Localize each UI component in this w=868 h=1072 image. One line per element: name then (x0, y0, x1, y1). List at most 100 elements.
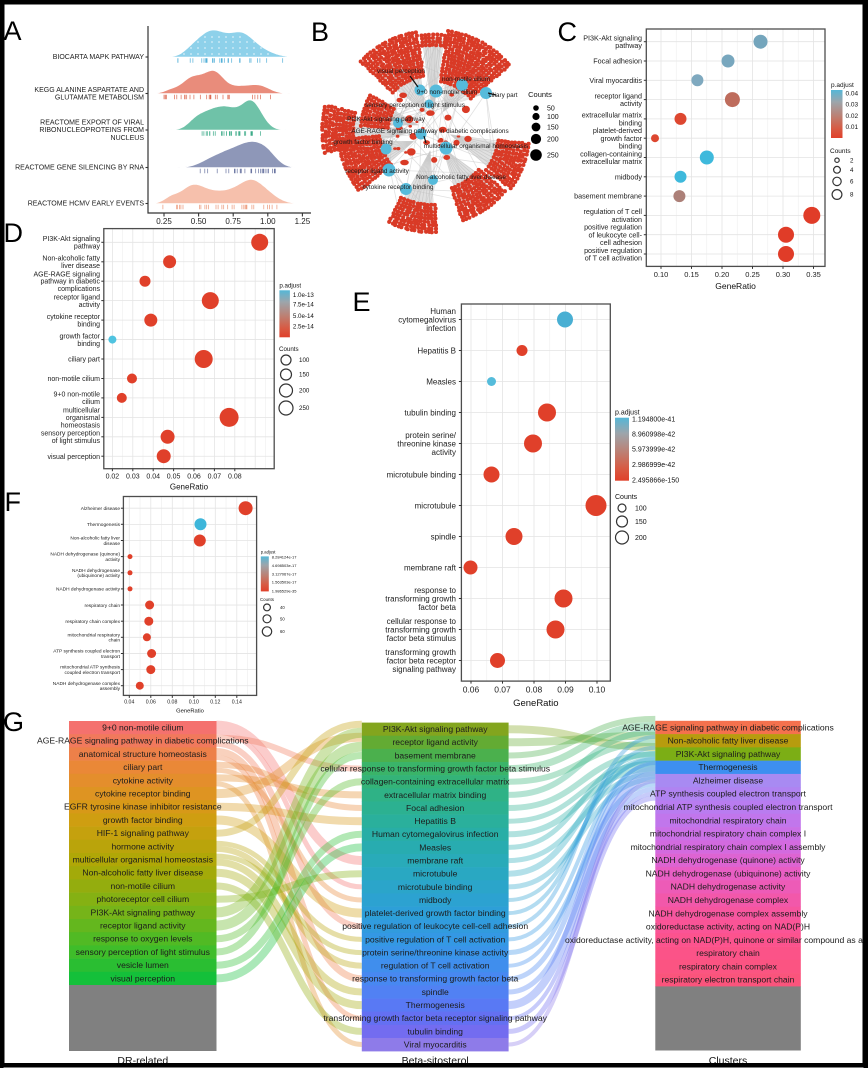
svg-text:0.07: 0.07 (494, 685, 511, 695)
svg-text:Alzheimer disease: Alzheimer disease (81, 506, 121, 512)
svg-text:NADH dehydrogenase complex: NADH dehydrogenase complex (668, 895, 789, 905)
svg-text:pathway: pathway (74, 244, 101, 251)
svg-text:PI3K-Akt signaling pathway: PI3K-Akt signaling pathway (90, 907, 195, 917)
svg-text:mitochondrial ATP synthesis co: mitochondrial ATP synthesis coupled elec… (624, 802, 834, 812)
svg-text:0.14: 0.14 (232, 700, 242, 706)
svg-text:receptor ligand activity: receptor ligand activity (345, 168, 409, 175)
svg-text:40: 40 (280, 605, 285, 610)
svg-text:100: 100 (547, 114, 559, 121)
svg-text:GeneRatio: GeneRatio (513, 698, 558, 709)
svg-text:multicellular organismal homeo: multicellular organismal homeostasis (73, 855, 213, 865)
svg-text:0.03: 0.03 (126, 474, 140, 481)
svg-text:50: 50 (280, 616, 285, 621)
svg-text:0.06: 0.06 (187, 474, 201, 481)
svg-text:NADH dehydrogenase (ubiquinone: NADH dehydrogenase (ubiquinone) activity (646, 868, 812, 878)
svg-text:non-motile cilium: non-motile cilium (111, 881, 175, 891)
svg-text:organismal: organismal (66, 415, 101, 422)
svg-text:0.06: 0.06 (146, 700, 156, 706)
svg-text:visual perception: visual perception (47, 454, 100, 461)
svg-text:photoreceptor cell cilium: photoreceptor cell cilium (96, 894, 189, 904)
svg-text:mitochondrial respiratory chai: mitochondrial respiratory chain (669, 815, 786, 825)
svg-text:of T cell activation: of T cell activation (585, 253, 642, 262)
svg-text:5.0e-14: 5.0e-14 (293, 313, 315, 320)
svg-text:mitochondrial respiratory chai: mitochondrial respiratory chain complex … (650, 829, 806, 839)
svg-text:50: 50 (547, 105, 555, 112)
svg-text:100: 100 (299, 357, 310, 364)
svg-text:Measles: Measles (426, 377, 456, 386)
svg-text:NADH dehydrogenase complex: NADH dehydrogenase complex (53, 681, 121, 687)
svg-text:cellular response to transform: cellular response to transforming growth… (320, 764, 550, 774)
svg-text:cytokine receptor: cytokine receptor (47, 314, 101, 321)
svg-text:0.02: 0.02 (106, 474, 120, 481)
svg-text:growth factor binding: growth factor binding (103, 815, 183, 825)
svg-text:ATP synthesis coupled electron: ATP synthesis coupled electron transport (650, 789, 806, 799)
svg-text:spindle: spindle (422, 987, 449, 997)
svg-text:regulation of T cell activatio: regulation of T cell activation (381, 961, 490, 971)
svg-text:REACTOME HCMV EARLY EVENTS: REACTOME HCMV EARLY EVENTS (28, 201, 145, 208)
svg-text:respiratory chain: respiratory chain (85, 603, 121, 609)
svg-text:cytokine activity: cytokine activity (113, 775, 174, 785)
svg-text:PI3K-Akt signaling pathway: PI3K-Akt signaling pathway (347, 116, 426, 123)
svg-text:pathway: pathway (615, 41, 642, 50)
svg-text:ATP synthesis coupled electron: ATP synthesis coupled electron (53, 649, 120, 655)
svg-text:collagen-containing extracellu: collagen-containing extracellular matrix (361, 777, 510, 787)
svg-text:transport: transport (101, 654, 121, 660)
svg-text:binding: binding (619, 141, 642, 150)
svg-text:Non-alcoholic fatty liver dise: Non-alcoholic fatty liver disease (416, 174, 506, 181)
svg-text:RIBONUCLEOPROTEINS FROM: RIBONUCLEOPROTEINS FROM (39, 127, 144, 134)
svg-text:protein serine/: protein serine/ (405, 431, 456, 440)
svg-text:tubulin binding: tubulin binding (407, 1026, 463, 1036)
svg-text:response to oxygen levels: response to oxygen levels (93, 934, 192, 944)
svg-text:0.04: 0.04 (124, 700, 134, 706)
svg-text:cytokine receptor binding: cytokine receptor binding (95, 789, 191, 799)
svg-text:membrane raft: membrane raft (407, 856, 463, 866)
svg-text:Counts: Counts (279, 346, 299, 353)
svg-text:non-motile cilium: non-motile cilium (47, 376, 100, 383)
svg-text:0.50: 0.50 (191, 217, 207, 226)
svg-text:D: D (4, 218, 24, 248)
svg-text:NUCLEUS: NUCLEUS (111, 135, 145, 142)
svg-text:0.12: 0.12 (210, 700, 220, 706)
svg-text:NADH dehydrogenase activity: NADH dehydrogenase activity (671, 882, 786, 892)
svg-text:(ubiquinone) activity: (ubiquinone) activity (77, 573, 120, 579)
svg-text:C: C (558, 17, 578, 47)
svg-text:7.5e-14: 7.5e-14 (293, 302, 315, 309)
svg-text:homeostasis: homeostasis (61, 422, 101, 429)
svg-text:Thermogenesis: Thermogenesis (87, 522, 121, 528)
svg-text:respiratory electron transport: respiratory electron transport chain (662, 975, 795, 985)
svg-text:microtubule binding: microtubule binding (387, 470, 456, 479)
svg-text:Counts: Counts (830, 148, 851, 155)
svg-text:receptor ligand: receptor ligand (594, 91, 642, 100)
svg-text:AGE-RAGE signaling pathway in: AGE-RAGE signaling pathway in diabetic c… (37, 736, 249, 746)
svg-text:extracellular matrix binding: extracellular matrix binding (384, 790, 486, 800)
svg-text:Focal adhesion: Focal adhesion (593, 57, 642, 66)
svg-text:150: 150 (299, 372, 310, 379)
svg-text:1.25: 1.25 (295, 217, 311, 226)
svg-text:0.75: 0.75 (225, 217, 241, 226)
svg-text:Human cytomegalovirus infectio: Human cytomegalovirus infection (372, 829, 499, 839)
svg-text:response to transforming growt: response to transforming growth factor b… (352, 974, 518, 984)
svg-text:1.00: 1.00 (260, 217, 276, 226)
svg-text:microtubule: microtubule (415, 501, 457, 510)
svg-text:REACTOME GENE SILENCING BY RNA: REACTOME GENE SILENCING BY RNA (15, 165, 144, 172)
svg-text:respiratory chain: respiratory chain (696, 948, 760, 958)
svg-text:microtubule binding: microtubule binding (398, 882, 473, 892)
svg-text:A: A (4, 16, 22, 46)
svg-text:Counts: Counts (260, 597, 275, 602)
svg-text:0.02: 0.02 (846, 113, 859, 120)
svg-text:midbody: midbody (615, 172, 643, 181)
svg-text:BIOCARTA MAPK PATHWAY: BIOCARTA MAPK PATHWAY (53, 54, 145, 61)
svg-text:250: 250 (299, 405, 310, 412)
svg-text:oxidoreductase activity, actin: oxidoreductase activity, acting on NAD(P… (646, 922, 810, 932)
svg-text:5.973999e-42: 5.973999e-42 (632, 447, 675, 454)
svg-text:transforming growth: transforming growth (385, 648, 456, 657)
svg-text:9+0 non-motile cilium: 9+0 non-motile cilium (417, 89, 478, 96)
svg-text:GLUTAMATE METABOLISM: GLUTAMATE METABOLISM (55, 95, 144, 102)
svg-text:Non-alcoholic fatty liver: Non-alcoholic fatty liver (70, 536, 120, 542)
svg-text:AGE-RAGE signaling: AGE-RAGE signaling (33, 271, 100, 278)
svg-text:0.03: 0.03 (846, 102, 859, 109)
svg-text:0.25: 0.25 (745, 270, 760, 279)
svg-text:1.986529e-35: 1.986529e-35 (272, 589, 297, 594)
svg-text:positive regulation of T cell: positive regulation of T cell activation (365, 934, 505, 944)
svg-text:0.05: 0.05 (167, 474, 181, 481)
